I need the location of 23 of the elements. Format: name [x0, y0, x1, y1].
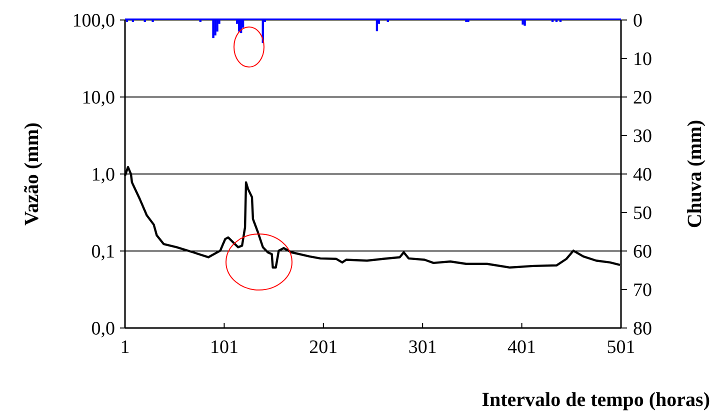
y-tick-label: 100,0 — [72, 10, 115, 32]
y2-tick-label: 50 — [633, 203, 652, 224]
x-axis-title: Intervalo de tempo (horas) — [482, 389, 710, 411]
y2-tick-label: 30 — [633, 126, 652, 148]
y2-tick-label: 40 — [633, 164, 652, 186]
x-tick-label: 201 — [309, 337, 338, 358]
y2-tick-label: 70 — [633, 280, 652, 302]
x-tick-label: 501 — [606, 337, 636, 358]
y-axis-title: Vazão (mm) — [21, 122, 43, 226]
x-tick-label: 1 — [120, 337, 130, 358]
y2-tick-label: 60 — [633, 242, 652, 263]
y2-tick-label: 10 — [633, 49, 652, 70]
x-tick-label: 301 — [408, 337, 437, 358]
y2-tick-label: 80 — [633, 318, 652, 340]
x-tick-label: 401 — [508, 337, 536, 358]
y2-axis-title: Chuva (mm) — [684, 120, 706, 228]
y-tick-label: 0,1 — [91, 242, 115, 263]
y-tick-label: 0,0 — [91, 318, 115, 340]
x-tick-label: 101 — [210, 337, 238, 358]
y2-tick-label: 20 — [633, 88, 652, 109]
y2-tick-label: 0 — [633, 10, 642, 32]
y-tick-label: 10,0 — [82, 88, 115, 109]
y-tick-label: 1,0 — [91, 164, 115, 186]
